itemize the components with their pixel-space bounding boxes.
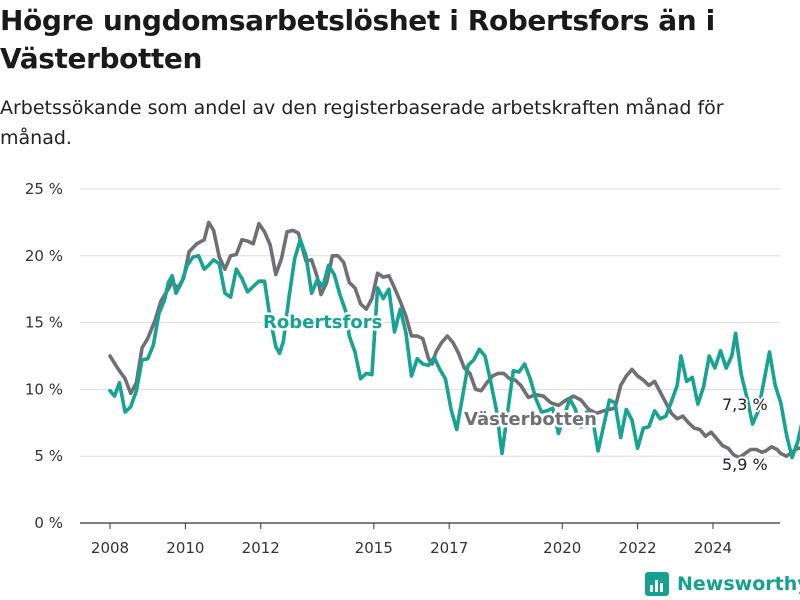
x-tick-label: 2012 [242, 539, 280, 557]
series-labels: Robertsfors Västerbotten 7,3 % 5,9 % [261, 310, 770, 477]
brand-name: Newsworthy [677, 573, 800, 595]
series-lines [108, 220, 800, 460]
x-tick-label: 2015 [355, 539, 393, 557]
vasterbotten-line [108, 220, 800, 460]
y-tick-label: 10 % [25, 380, 63, 398]
y-tick-label: 20 % [25, 247, 63, 265]
x-tick-label: 2008 [91, 539, 129, 557]
newsworthy-logo: Newsworthy [645, 568, 800, 600]
robertsfors-line [108, 238, 800, 460]
y-tick-label: 5 % [34, 447, 63, 465]
chart-title: Högre ungdomsarbetslöshet i Robertsfors … [0, 4, 715, 75]
y-axis: 0 % 5 % 10 % 15 % 20 % 25 % [25, 180, 63, 532]
x-tick-label: 2022 [619, 539, 657, 557]
robertsfors-series-label: Robertsfors [263, 312, 382, 333]
newsworthy-logo-icon [645, 572, 669, 596]
robertsfors-end-value: 7,3 % [722, 395, 768, 414]
vasterbotten-end-value: 5,9 % [722, 455, 768, 474]
x-tick-label: 2024 [694, 539, 732, 557]
vasterbotten-series-label: Västerbotten [464, 409, 597, 430]
chart-subtitle: Arbetssökande som andel av den registerb… [0, 97, 724, 149]
y-tick-label: 25 % [25, 180, 63, 198]
y-tick-label: 0 % [34, 514, 63, 532]
x-tick-label: 2017 [430, 539, 468, 557]
x-tick-label: 2010 [166, 539, 204, 557]
x-tick-label: 2020 [543, 539, 581, 557]
x-axis: 2008 2010 2012 2015 2017 2020 2022 2024 [80, 522, 780, 557]
y-tick-label: 15 % [25, 314, 63, 332]
